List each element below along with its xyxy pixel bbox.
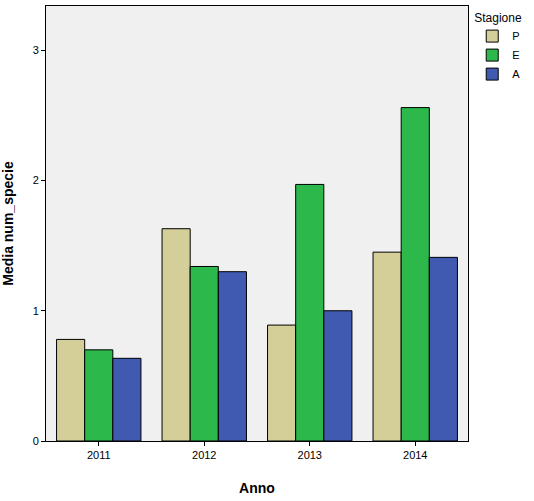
svg-text:2013: 2013 xyxy=(298,449,322,461)
svg-text:2011: 2011 xyxy=(87,449,111,461)
svg-text:P: P xyxy=(512,30,519,42)
svg-text:Anno: Anno xyxy=(239,480,275,496)
svg-text:0: 0 xyxy=(33,435,39,447)
svg-text:A: A xyxy=(512,68,520,80)
svg-text:2014: 2014 xyxy=(403,449,427,461)
svg-text:Stagione: Stagione xyxy=(474,11,522,25)
svg-text:2: 2 xyxy=(33,174,39,186)
svg-text:Media num_specie: Media num_specie xyxy=(0,161,16,286)
svg-text:1: 1 xyxy=(33,305,39,317)
svg-text:E: E xyxy=(512,49,519,61)
svg-text:3: 3 xyxy=(33,44,39,56)
svg-text:2012: 2012 xyxy=(192,449,216,461)
